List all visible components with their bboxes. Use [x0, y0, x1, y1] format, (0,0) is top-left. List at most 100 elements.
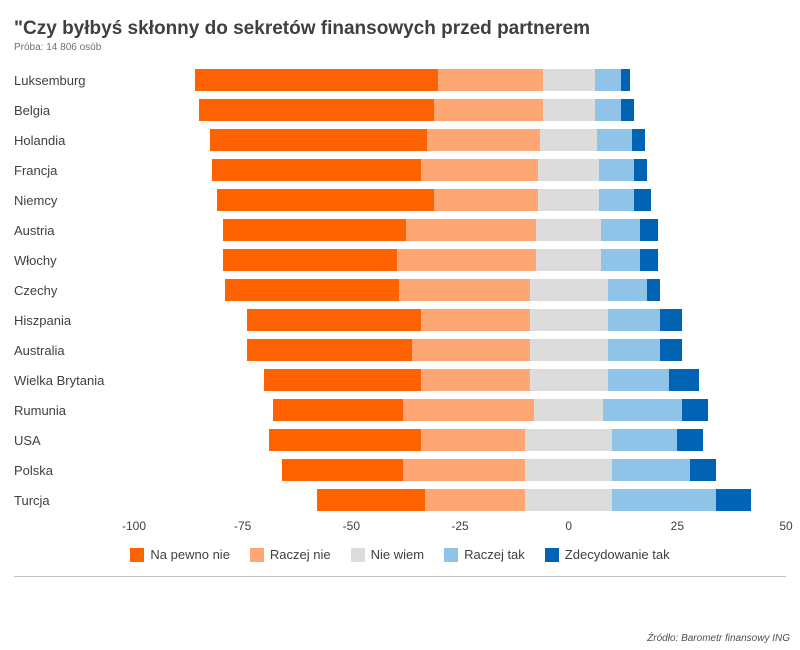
bar-segment: [632, 129, 645, 151]
bar-segment: [247, 309, 421, 331]
legend: Na pewno nie Raczej nie Nie wiem Raczej tak…: [14, 547, 786, 562]
legend-swatch: [545, 548, 559, 562]
bar-segment: [217, 189, 434, 211]
legend-swatch: [250, 548, 264, 562]
bar-segment: [690, 459, 716, 481]
y-axis-label: Rumunia: [14, 395, 134, 425]
bar-segment: [199, 99, 434, 121]
bar-segment: [223, 249, 397, 271]
legend-item: Raczej nie: [250, 547, 331, 562]
bar-segment: [273, 399, 403, 421]
y-axis-label: Turcja: [14, 485, 134, 515]
legend-item: Raczej tak: [444, 547, 525, 562]
bar-segment: [538, 159, 599, 181]
bar-segment: [212, 159, 421, 181]
bar-segment: [421, 369, 530, 391]
legend-item: Zdecydowanie tak: [545, 547, 670, 562]
bar-segment: [530, 339, 608, 361]
bar-segment: [540, 129, 597, 151]
bar-segment: [530, 309, 608, 331]
bar-segment: [247, 339, 412, 361]
x-tick-label: 0: [565, 519, 572, 533]
bar-segment: [538, 189, 599, 211]
bar-segment: [225, 279, 399, 301]
y-axis-label: Luksemburg: [14, 65, 134, 95]
bar-row: [134, 365, 786, 395]
plot-area: LuksemburgBelgiaHolandiaFrancjaNiemcyAus…: [14, 65, 786, 515]
bar-segment: [525, 459, 612, 481]
bar-row: [134, 305, 786, 335]
bar-segment: [403, 459, 525, 481]
bar-segment: [421, 159, 538, 181]
bar-row: [134, 485, 786, 515]
bar-row: [134, 95, 786, 125]
bar-segment: [599, 189, 634, 211]
x-tick-label: 50: [779, 519, 792, 533]
chart-container: "Czy byłbyś skłonny do sekretów finansow…: [0, 0, 800, 585]
bar-segment: [438, 69, 542, 91]
chart-subtitle: Próba: 14 806 osób: [14, 42, 786, 53]
legend-item: Nie wiem: [351, 547, 424, 562]
y-axis-label: Czechy: [14, 275, 134, 305]
bar-segment: [634, 159, 647, 181]
divider: [14, 576, 786, 577]
y-axis-label: Australia: [14, 335, 134, 365]
bar-segment: [282, 459, 404, 481]
bar-segment: [530, 369, 608, 391]
bar-segment: [608, 369, 669, 391]
y-axis-label: Wielka Brytania: [14, 365, 134, 395]
y-axis-label: Niemcy: [14, 185, 134, 215]
bar-segment: [595, 69, 621, 91]
bar-segment: [621, 99, 634, 121]
legend-item: Na pewno nie: [130, 547, 230, 562]
bar-segment: [223, 219, 406, 241]
legend-label: Nie wiem: [371, 547, 424, 562]
bar-segment: [608, 339, 660, 361]
bar-segment: [406, 219, 536, 241]
bar-segment: [536, 249, 601, 271]
bar-segment: [640, 249, 657, 271]
bar-segment: [543, 69, 595, 91]
bar-segment: [536, 219, 601, 241]
bar-segment: [595, 99, 621, 121]
bar-row: [134, 185, 786, 215]
bar-segment: [669, 369, 699, 391]
bar-row: [134, 455, 786, 485]
bar-segment: [427, 129, 540, 151]
x-tick-label: 25: [671, 519, 684, 533]
bar-segment: [317, 489, 426, 511]
bar-segment: [660, 339, 682, 361]
bars-area: [134, 65, 786, 515]
y-axis-label: Holandia: [14, 125, 134, 155]
bar-segment: [597, 129, 632, 151]
bar-segment: [612, 459, 690, 481]
x-tick-label: -25: [451, 519, 468, 533]
bar-segment: [543, 99, 595, 121]
bar-segment: [412, 339, 529, 361]
bar-segment: [434, 189, 538, 211]
bar-segment: [421, 429, 525, 451]
x-tick-label: -75: [234, 519, 251, 533]
bar-segment: [530, 279, 608, 301]
chart-title: "Czy byłbyś skłonny do sekretów finansow…: [14, 18, 786, 40]
legend-swatch: [351, 548, 365, 562]
bar-segment: [425, 489, 525, 511]
bar-segment: [608, 309, 660, 331]
bar-segment: [397, 249, 536, 271]
source-label: Źródło: Barometr finansowy ING: [647, 633, 790, 644]
legend-label: Zdecydowanie tak: [565, 547, 670, 562]
legend-swatch: [130, 548, 144, 562]
legend-label: Raczej nie: [270, 547, 331, 562]
y-axis-label: Polska: [14, 455, 134, 485]
y-axis-label: USA: [14, 425, 134, 455]
bar-row: [134, 275, 786, 305]
bar-row: [134, 155, 786, 185]
bar-segment: [534, 399, 604, 421]
bar-row: [134, 335, 786, 365]
bar-row: [134, 425, 786, 455]
bar-segment: [621, 69, 630, 91]
y-axis-labels: LuksemburgBelgiaHolandiaFrancjaNiemcyAus…: [14, 65, 134, 515]
bar-row: [134, 125, 786, 155]
bar-segment: [601, 219, 640, 241]
bar-segment: [612, 489, 716, 511]
